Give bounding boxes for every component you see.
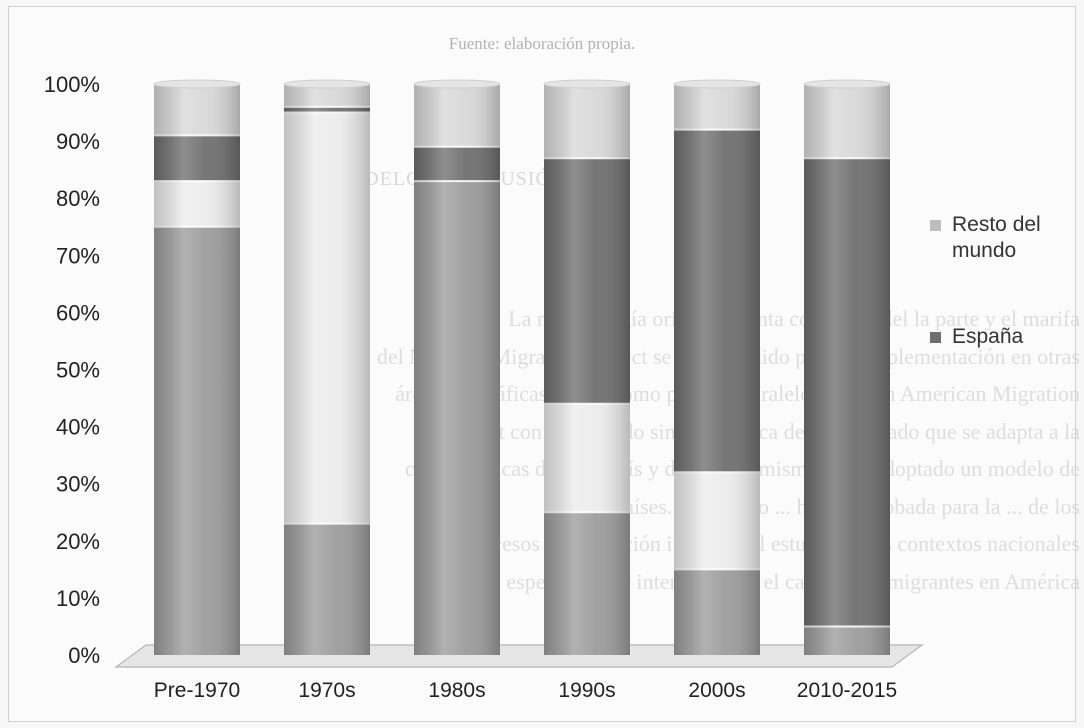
- figure-caption: Fuente: elaboración propia.: [448, 34, 636, 53]
- y-tick-label: 60%: [56, 300, 100, 325]
- legend-swatch: [930, 220, 941, 231]
- bar-shading: [804, 84, 890, 655]
- bar-shading: [154, 84, 240, 655]
- x-tick-label: 2010-2015: [797, 679, 897, 702]
- bar-shading: [674, 84, 760, 655]
- bar-top-cap: [413, 79, 501, 89]
- y-tick-label: 0%: [68, 643, 100, 668]
- y-tick-label: 80%: [56, 186, 100, 211]
- bar-top-cap: [153, 79, 241, 89]
- y-tick-label: 30%: [56, 472, 100, 497]
- bar-shading: [284, 84, 370, 655]
- x-tick-label: Pre-1970: [154, 679, 240, 702]
- bar-top-cap: [543, 79, 631, 89]
- x-tick-label: 1970s: [298, 679, 355, 702]
- y-tick-label: 100%: [44, 72, 100, 97]
- bar-shading: [544, 84, 630, 655]
- legend-label: España: [952, 325, 1024, 348]
- bar-top-cap: [673, 79, 761, 89]
- legend-label: Resto del mundo: [952, 213, 1041, 262]
- bar-shading: [414, 84, 500, 655]
- y-tick-label: 10%: [56, 586, 100, 611]
- y-tick-label: 40%: [56, 415, 100, 440]
- bar-top-cap: [283, 79, 371, 89]
- x-tick-label: 1980s: [428, 679, 485, 702]
- x-tick-label: 2000s: [688, 679, 745, 702]
- y-tick-label: 70%: [56, 243, 100, 268]
- y-tick-label: 20%: [56, 529, 100, 554]
- y-tick-label: 90%: [56, 129, 100, 154]
- bar-top-cap: [803, 79, 891, 89]
- x-tick-label: 1990s: [558, 679, 615, 702]
- legend-swatch: [930, 332, 941, 343]
- y-tick-label: 50%: [56, 358, 100, 383]
